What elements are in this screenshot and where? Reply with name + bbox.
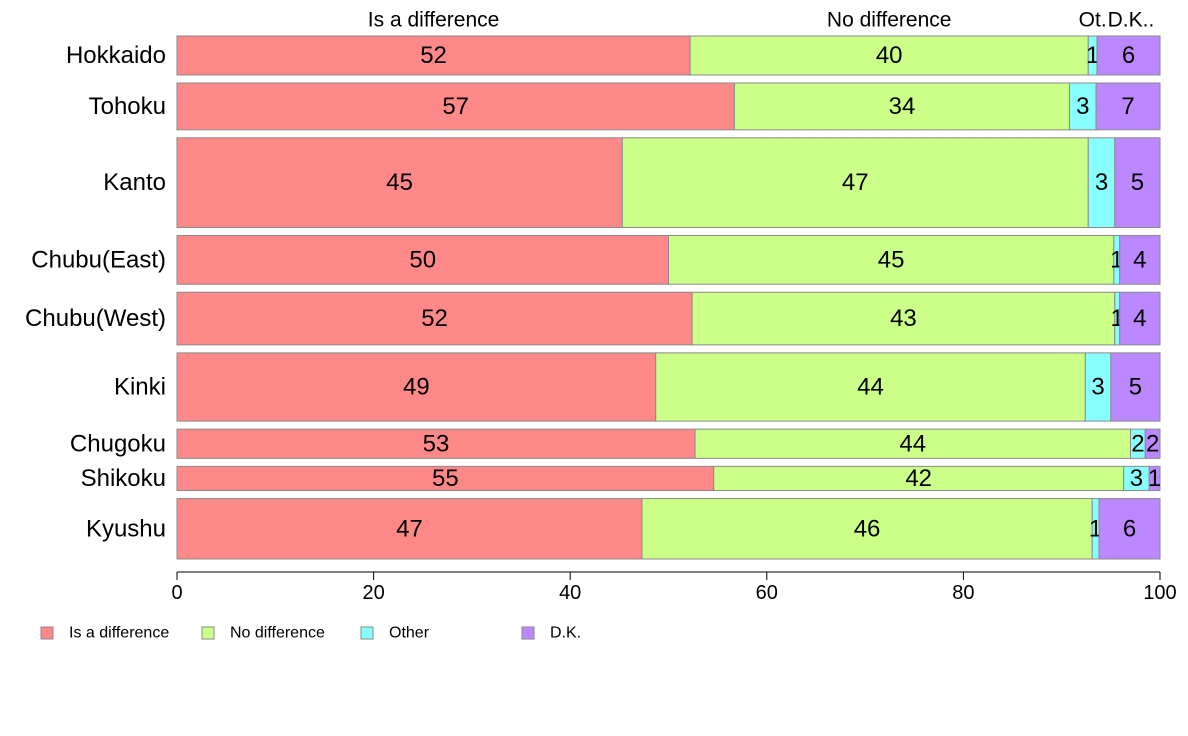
legend: Is a difference No difference Other D.K. xyxy=(40,625,581,642)
bar-segment xyxy=(1148,465,1161,492)
data-label: 1 xyxy=(1086,42,1099,69)
data-label: 1 xyxy=(1148,465,1161,492)
bar-segment xyxy=(668,234,1115,285)
bar-segment xyxy=(1098,498,1161,560)
legend-label: Is a difference xyxy=(69,625,169,642)
bar-segment xyxy=(621,137,1089,228)
data-label: 45 xyxy=(878,246,905,273)
data-label: 45 xyxy=(386,169,413,196)
category-labels: Hokkaido Tohoku Kanto Chubu(East) Chubu(West… xyxy=(25,42,166,542)
data-label: 50 xyxy=(409,246,436,273)
legend-label: Other xyxy=(389,625,430,642)
bar-segment xyxy=(1119,234,1161,285)
data-label: 5 xyxy=(1129,374,1142,401)
bar-segment xyxy=(1069,82,1097,131)
data-label: 42 xyxy=(905,465,932,492)
bar-segment xyxy=(641,498,1093,560)
data-label: 47 xyxy=(842,169,869,196)
column-headers: Is a difference No difference Ot. D.K.. xyxy=(368,9,1155,32)
data-label: 3 xyxy=(1091,374,1104,401)
data-label: 2 xyxy=(1131,430,1144,457)
bar-segment xyxy=(1095,82,1161,131)
data-label: 53 xyxy=(423,430,450,457)
x-tick-label: 40 xyxy=(559,582,581,604)
data-label: 44 xyxy=(899,430,926,457)
data-label: 40 xyxy=(876,42,903,69)
data-label: 3 xyxy=(1130,465,1143,492)
bar-segment xyxy=(1096,35,1161,76)
legend-swatch xyxy=(40,626,54,640)
bar-segment xyxy=(733,82,1071,131)
x-tick-label: 20 xyxy=(362,582,384,604)
bar-segment xyxy=(176,352,657,422)
data-label: 44 xyxy=(857,374,884,401)
legend-swatch xyxy=(521,626,535,640)
data-label: 5 xyxy=(1131,169,1144,196)
column-header: Is a difference xyxy=(368,9,500,32)
legend-label: No difference xyxy=(230,625,325,642)
x-tick-label: 100 xyxy=(1143,582,1176,604)
bar-segment xyxy=(176,137,623,228)
bar-segment xyxy=(1119,291,1161,346)
bars-area: 52 40 1 657 34 3 745 47 3 550 45 1 452 43 1 449 44 3 553 44… xyxy=(176,35,1161,560)
legend-label: D.K. xyxy=(550,625,581,642)
bar-segment xyxy=(176,35,691,76)
data-label: 3 xyxy=(1076,93,1089,120)
bar-segment xyxy=(1084,352,1112,422)
data-label: 6 xyxy=(1122,42,1135,69)
bar-segment xyxy=(176,82,735,131)
x-tick-label: 60 xyxy=(756,582,778,604)
legend-swatch xyxy=(360,626,374,640)
bar-segment xyxy=(1123,465,1150,492)
bar-segment xyxy=(176,291,693,346)
bar-segment xyxy=(176,234,669,285)
category-label: Hokkaido xyxy=(66,42,166,69)
data-label: 6 xyxy=(1123,515,1136,542)
data-label: 57 xyxy=(442,93,469,120)
data-label: 43 xyxy=(890,305,917,332)
category-label: Shikoku xyxy=(81,465,166,492)
x-axis: 0 20 40 60 80 100 xyxy=(171,571,1177,604)
data-label: 3 xyxy=(1095,169,1108,196)
column-header: D.K.. xyxy=(1108,9,1155,32)
category-label: Tohoku xyxy=(89,93,166,120)
data-label: 7 xyxy=(1121,93,1134,120)
data-label: 2 xyxy=(1146,430,1159,457)
bar-segment xyxy=(1114,137,1161,228)
legend-swatch xyxy=(201,626,215,640)
data-label: 47 xyxy=(396,515,423,542)
bar-segment xyxy=(1144,428,1161,459)
data-label: 34 xyxy=(889,93,916,120)
data-label: 52 xyxy=(420,42,447,69)
category-label: Chubu(West) xyxy=(25,305,166,332)
bar-segment xyxy=(689,35,1089,76)
data-label: 46 xyxy=(854,515,881,542)
data-label: 4 xyxy=(1133,305,1146,332)
bar-segment xyxy=(1110,352,1161,422)
category-label: Chugoku xyxy=(70,430,166,457)
column-header: No difference xyxy=(827,9,952,32)
x-tick-label: 80 xyxy=(952,582,974,604)
data-label: 49 xyxy=(403,374,430,401)
bar-segment xyxy=(691,291,1116,346)
category-label: Chubu(East) xyxy=(31,246,166,273)
category-label: Kyushu xyxy=(86,515,166,542)
x-tick-label: 0 xyxy=(171,582,182,604)
data-label: 4 xyxy=(1133,246,1146,273)
data-label: 52 xyxy=(421,305,448,332)
data-label: 55 xyxy=(432,465,459,492)
bar-segment xyxy=(655,352,1086,422)
category-label: Kinki xyxy=(114,374,166,401)
category-label: Kanto xyxy=(103,169,166,196)
column-header: Ot. xyxy=(1079,9,1107,32)
